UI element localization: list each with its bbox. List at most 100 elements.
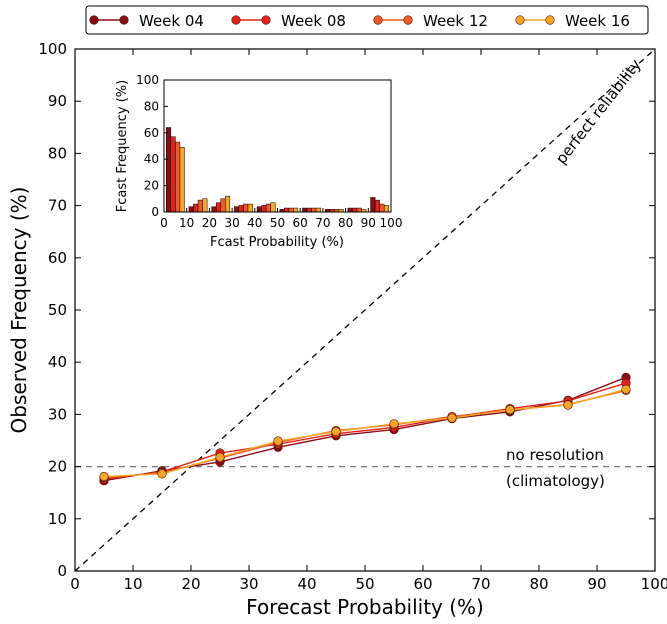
- inset-y-tick-label: 20: [144, 179, 159, 193]
- legend-marker: [545, 15, 555, 25]
- main-y-tick-label: 90: [48, 92, 67, 110]
- inset-bar: [220, 198, 226, 213]
- inset-bar: [293, 207, 299, 213]
- inset-bar: [383, 205, 389, 213]
- main-x-tick-label: 90: [587, 575, 606, 593]
- inset-bar: [311, 207, 317, 213]
- series-point: [563, 400, 573, 410]
- main-y-tick-label: 50: [48, 301, 67, 319]
- no-resolution-label: no resolution: [506, 446, 604, 464]
- inset-bar: [370, 197, 376, 213]
- inset-bar: [193, 203, 199, 213]
- inset-x-tick-label: 100: [380, 216, 403, 230]
- main-x-tick-label: 50: [355, 575, 374, 593]
- legend-marker: [403, 15, 413, 25]
- legend-marker: [89, 15, 99, 25]
- main-x-tick-label: 20: [181, 575, 200, 593]
- series-point: [273, 436, 283, 446]
- main-y-tick-label: 60: [48, 249, 67, 267]
- inset-bar: [288, 207, 294, 213]
- inset-x-tick-label: 0: [160, 216, 168, 230]
- main-y-tick-label: 20: [48, 458, 67, 476]
- legend-marker: [119, 15, 129, 25]
- inset-y-ticks: 0 20 40 60 80 100: [136, 73, 168, 219]
- main-y-tick-label: 30: [48, 405, 67, 423]
- inset-background: [164, 80, 391, 212]
- legend-label: Week 04: [139, 12, 204, 30]
- series-point: [331, 427, 341, 437]
- inset-bar: [215, 202, 222, 213]
- inset-x-tick-label: 50: [270, 216, 285, 230]
- inset-bar: [247, 203, 253, 213]
- legend-marker: [515, 15, 525, 25]
- main-x-tick-label: 60: [413, 575, 432, 593]
- main-x-ticks: 0 10 20 30 40 50 60 70 80 90 100: [70, 49, 667, 593]
- inset-bar: [225, 195, 231, 213]
- legend-label: Week 12: [423, 12, 488, 30]
- main-y-tick-label: 0: [57, 562, 67, 580]
- inset-x-tick-label: 70: [315, 216, 330, 230]
- inset-y-axis-title: Fcast Frequency (%): [115, 80, 130, 212]
- inset-bar: [234, 206, 240, 213]
- legend-marker: [373, 15, 383, 25]
- main-y-tick-label: 40: [48, 353, 67, 371]
- main-x-tick-label: 80: [529, 575, 548, 593]
- main-series-group: [99, 372, 631, 486]
- main-x-tick-label: 40: [297, 575, 316, 593]
- inset-bars-group: [166, 127, 389, 213]
- main-x-tick-label: 30: [239, 575, 258, 593]
- series-point: [389, 419, 399, 429]
- inset-x-tick-label: 10: [179, 216, 194, 230]
- main-x-tick-label: 70: [471, 575, 490, 593]
- series-point: [505, 405, 515, 415]
- inset-y-tick-label: 60: [144, 126, 159, 140]
- main-x-tick-label: 10: [123, 575, 142, 593]
- inset-x-axis-title: Fcast Probability (%): [210, 235, 344, 250]
- inset-bar: [374, 199, 380, 213]
- inset-bar: [179, 147, 185, 213]
- series-point: [99, 471, 109, 482]
- inset-x-tick-label: 40: [247, 216, 262, 230]
- main-y-tick-label: 10: [48, 510, 67, 528]
- series-point: [157, 469, 167, 479]
- inset-bar: [352, 207, 358, 213]
- series-line-week-0: [103, 376, 627, 482]
- inset-bar: [347, 207, 353, 213]
- inset-bar: [175, 141, 181, 213]
- main-x-tick-label: 0: [70, 575, 80, 593]
- inset-bar: [270, 202, 276, 213]
- inset-bar: [315, 207, 321, 213]
- perfect-reliability-line: [74, 48, 656, 572]
- main-y-tick-label: 100: [38, 40, 67, 58]
- inset-x-tick-label: 30: [224, 216, 239, 230]
- inset-x-tick-label: 90: [361, 216, 376, 230]
- inset-bar: [166, 127, 172, 213]
- climatology-label: (climatology): [506, 472, 605, 490]
- series-line-week-3: [103, 388, 627, 478]
- inset-bar: [202, 198, 208, 213]
- inset-bar: [197, 199, 203, 213]
- legend-label: Week 08: [281, 12, 346, 30]
- inset-bar: [261, 205, 267, 213]
- inset-y-tick-label: 0: [151, 205, 159, 219]
- series-point: [621, 384, 631, 394]
- inset-bar: [306, 207, 312, 213]
- series-line-week-1: [103, 382, 627, 480]
- main-x-tick-label: 100: [641, 575, 667, 593]
- main-y-axis-title: Observed Frequency (%): [7, 187, 31, 434]
- inset-bar: [356, 207, 362, 213]
- inset-bar: [238, 205, 244, 213]
- main-x-axis-title: Forecast Probability (%): [246, 595, 484, 619]
- inset-x-ticks: 0 10 20 30 40 50 60 70 80 90 100: [160, 208, 402, 230]
- legend-box: [85, 5, 649, 35]
- inset-bar: [188, 206, 194, 213]
- series-point: [215, 452, 225, 462]
- inset-bar: [243, 203, 249, 213]
- inset-y-tick-label: 80: [144, 99, 159, 113]
- inset-bar: [284, 207, 290, 213]
- main-y-tick-label: 80: [48, 144, 67, 162]
- inset-bar: [265, 203, 271, 213]
- inset-y-tick-label: 100: [136, 73, 159, 87]
